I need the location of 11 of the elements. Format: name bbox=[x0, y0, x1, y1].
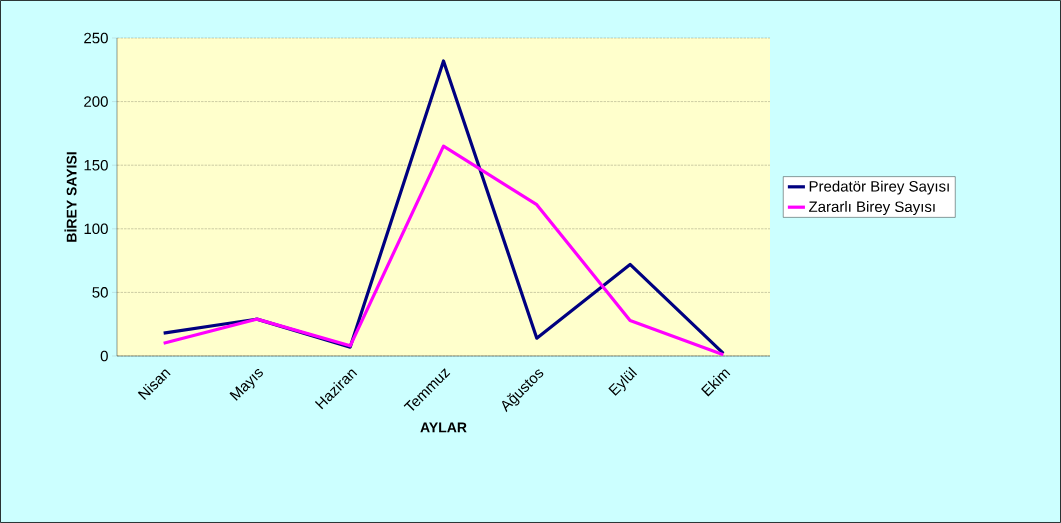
y-tick-label: 50 bbox=[92, 287, 108, 298]
legend-label: Predatör Birey Sayısı bbox=[809, 180, 949, 195]
y-tick-label: 100 bbox=[84, 223, 108, 235]
y-tick-label: 150 bbox=[84, 159, 108, 171]
y-tick-label: 200 bbox=[84, 96, 108, 107]
y-tick-label: 0 bbox=[100, 350, 108, 362]
line-series bbox=[162, 144, 725, 356]
y-tick-label: 250 bbox=[84, 32, 108, 44]
legend-label: Zararlı Birey Sayısı bbox=[809, 201, 935, 215]
y-axis-title: BİREY SAYISI bbox=[64, 152, 77, 242]
x-axis-title: AYLAR bbox=[420, 422, 467, 433]
